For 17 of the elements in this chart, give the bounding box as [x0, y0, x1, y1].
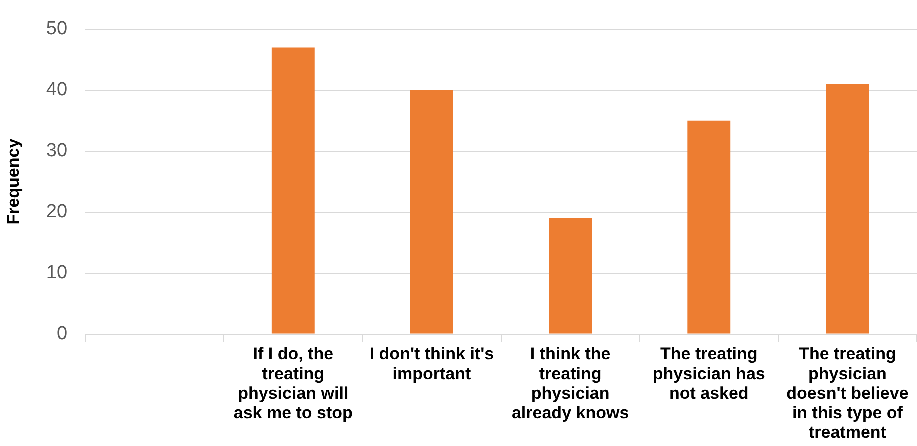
y-tick-label: 10: [46, 262, 68, 284]
bar: [410, 90, 454, 334]
x-tick-label: I don't think it's important: [370, 344, 494, 384]
bar: [688, 120, 731, 334]
y-tick-label: 30: [46, 140, 68, 162]
x-tick-label: The treating physician doesn't believe in this type of treatment: [786, 344, 909, 442]
x-tick-label: I think the treating physician already knows: [512, 344, 630, 422]
x-tick-label: If I do, the treating physician will ask me to stop: [234, 344, 353, 422]
x-tick-label: The treating physician has not asked: [652, 344, 766, 403]
y-axis-title: Frequency: [4, 138, 23, 225]
y-tick-label: 0: [56, 323, 68, 344]
y-tick-label: 20: [46, 202, 68, 223]
bar: [549, 218, 592, 334]
y-tick-label: 50: [46, 18, 68, 40]
y-tick-label: 40: [46, 80, 68, 101]
bar: [826, 84, 870, 334]
bar: [272, 48, 315, 334]
